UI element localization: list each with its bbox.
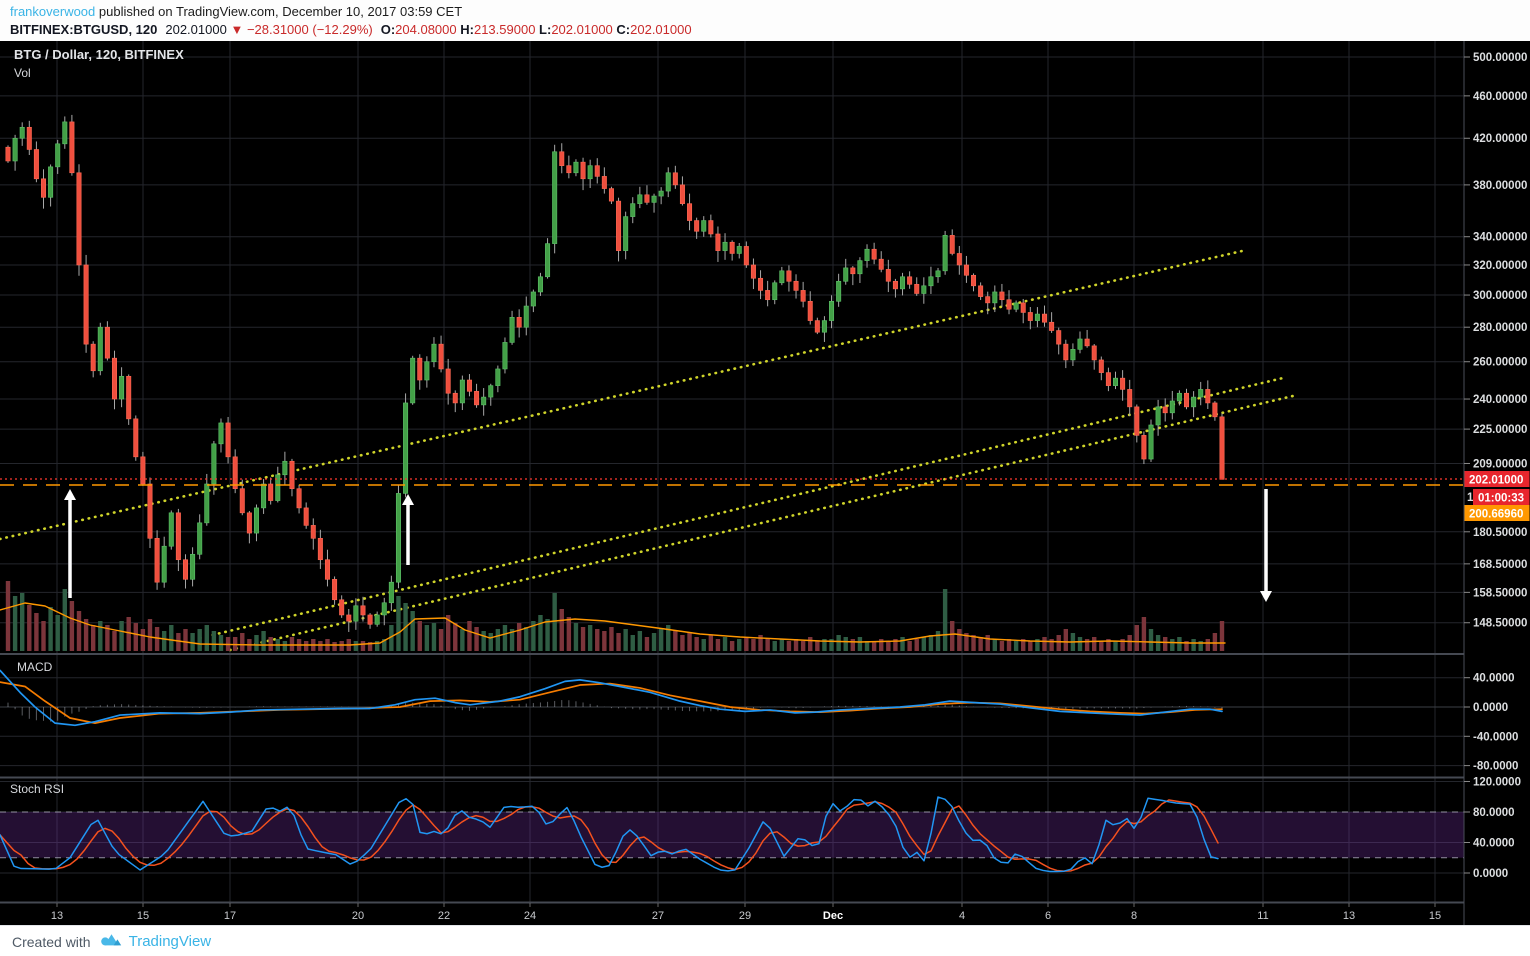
stoch-band [0,812,1464,858]
time-tick-label: 22 [438,910,450,922]
svg-text:01:00:33: 01:00:33 [1478,493,1524,505]
time-tick-label: 27 [652,910,664,922]
candles [5,114,1225,632]
alert-price-label [1464,505,1530,521]
publish-line: frankoverwood published on TradingView.c… [10,4,462,19]
axis-tick-label: 40.0000 [1473,673,1515,685]
time-tick-label: 6 [1045,910,1051,922]
stoch-d-line [0,799,1219,872]
tradingview-link[interactable]: TradingView [128,933,212,950]
macd-pane [0,669,1223,727]
price-lines [0,478,1464,486]
low-label: L: [539,22,552,37]
time-tick-label: 15 [137,910,149,922]
axis-tick-label: -40.0000 [1473,731,1518,743]
axis-tick-label: 260.00000 [1473,357,1527,369]
header: frankoverwood published on TradingView.c… [0,0,1530,41]
trendline [228,393,1299,652]
author-link[interactable]: frankoverwood [10,4,96,19]
axis-tick-label: 40.0000 [1473,838,1515,850]
time-tick-label: 15 [1429,910,1441,922]
axis-tick-label: 500.00000 [1473,52,1527,64]
axis-tick-label: 240.00000 [1473,394,1527,406]
time-tick-label: 17 [224,910,236,922]
axis-tick-label: 460.00000 [1473,91,1527,103]
volume-ma-line [0,602,1226,646]
price-axis[interactable]: 500.00000 460.00000 420.00000 380.00000 340.… [1463,41,1530,925]
close-value: 202.01000 [630,22,692,37]
countdown-label [1473,489,1530,505]
axis-tick-label: 158.50000 [1473,587,1527,599]
low-value: 202.01000 [551,22,613,37]
high-label: H: [460,22,474,37]
time-tick-label: 29 [739,910,751,922]
time-tick-label: 11 [1257,910,1268,922]
axis-tick-label: 320.00000 [1473,260,1527,272]
high-value: 213.59000 [473,22,536,37]
axis-tick-label: 340.00000 [1473,232,1527,244]
time-tick-label: 4 [959,910,965,922]
clipped-tick-label: 1 [1467,492,1474,504]
axis-tick-label: 80.0000 [1473,807,1515,819]
chart-canvas[interactable]: 500.00000 460.00000 420.00000 380.00000 340.… [0,41,1530,925]
svg-text:200.66960: 200.66960 [1469,509,1523,521]
axis-tick-label: 0.0000 [1473,868,1508,880]
axis-tick-label: 225.00000 [1473,424,1527,436]
axis-tick-label: 0.0000 [1473,702,1508,714]
volume-ma [0,602,1226,646]
axis-tick-label: 280.00000 [1473,322,1527,334]
axis-tick-label: 420.00000 [1473,133,1527,145]
publish-text: published on TradingView.com, December 1… [95,4,463,19]
axis-tick-label: 148.50000 [1473,618,1527,630]
trendline [0,249,1244,541]
axis-tick-label: 180.50000 [1473,527,1527,539]
time-tick-label: 24 [524,910,536,922]
axis-tick-label: 380.00000 [1473,180,1527,192]
svg-text:202.01000: 202.01000 [1469,475,1523,487]
time-tick-label: 13 [1343,910,1355,922]
close-label: C: [616,22,631,37]
annotation-arrows [64,489,1272,602]
axis-tick-label: 300.00000 [1473,290,1527,302]
open-label: O: [380,22,396,37]
last-price: 202.01000 [165,22,227,37]
time-axis[interactable]: 13 15 17 20 22 24 27 29 Dec 4 6 8 11 13 15 [51,903,1441,922]
time-tick-label: 8 [1131,910,1137,922]
open-value: 204.08000 [395,22,457,37]
time-tick-label: Dec [823,910,843,922]
trendlines [0,249,1299,652]
created-with-text: Created with [12,933,91,950]
down-triangle-icon: ▼ [230,22,244,37]
time-tick-label: 13 [51,910,63,922]
time-tick-label: 20 [352,910,364,922]
axis-tick-label: 168.50000 [1473,559,1527,571]
axis-tick-label: 120.0000 [1473,777,1521,789]
stoch-rsi-pane [0,796,1464,873]
price-change: −28.31000 (−12.29%) [246,22,373,37]
axis-tick-label: 209.00000 [1473,458,1527,470]
last-price-label [1464,471,1530,487]
macd-line [0,669,1223,727]
symbol-name[interactable]: BITFINEX:BTGUSD, 120 [10,22,158,37]
footer: Created with TradingView [0,925,1530,956]
axis-tick-label: -80.0000 [1473,761,1518,773]
tradingview-logo-icon[interactable] [100,932,123,952]
symbol-line: BITFINEX:BTGUSD, 120 202.01000 ▼ −28.3100… [10,22,692,37]
stoch-k-line [0,796,1219,873]
